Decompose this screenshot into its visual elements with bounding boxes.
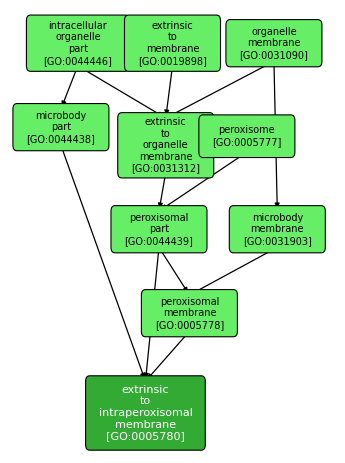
FancyBboxPatch shape: [199, 115, 295, 157]
Text: extrinsic
to
membrane
[GO:0019898]: extrinsic to membrane [GO:0019898]: [138, 21, 207, 66]
FancyBboxPatch shape: [86, 376, 205, 450]
Text: peroxisomal
membrane
[GO:0005778]: peroxisomal membrane [GO:0005778]: [155, 297, 224, 330]
FancyBboxPatch shape: [141, 289, 237, 337]
Text: peroxisome
[GO:0005777]: peroxisome [GO:0005777]: [212, 125, 282, 147]
Text: extrinsic
to
organelle
membrane
[GO:0031312]: extrinsic to organelle membrane [GO:0031…: [131, 117, 200, 174]
FancyBboxPatch shape: [13, 104, 109, 151]
FancyBboxPatch shape: [229, 206, 325, 253]
FancyBboxPatch shape: [125, 15, 220, 71]
Text: peroxisomal
part
[GO:0044439]: peroxisomal part [GO:0044439]: [125, 213, 194, 246]
Text: microbody
membrane
[GO:0031903]: microbody membrane [GO:0031903]: [243, 213, 312, 246]
Text: microbody
part
[GO:0044438]: microbody part [GO:0044438]: [27, 111, 95, 144]
FancyBboxPatch shape: [226, 19, 322, 67]
FancyBboxPatch shape: [118, 113, 214, 178]
Text: extrinsic
to
intraperoxisomal
membrane
[GO:0005780]: extrinsic to intraperoxisomal membrane […: [99, 385, 193, 441]
Text: organelle
membrane
[GO:0031090]: organelle membrane [GO:0031090]: [239, 26, 308, 60]
FancyBboxPatch shape: [111, 206, 207, 253]
Text: intracellular
organelle
part
[GO:0044446]: intracellular organelle part [GO:0044446…: [43, 21, 112, 66]
FancyBboxPatch shape: [27, 15, 129, 71]
